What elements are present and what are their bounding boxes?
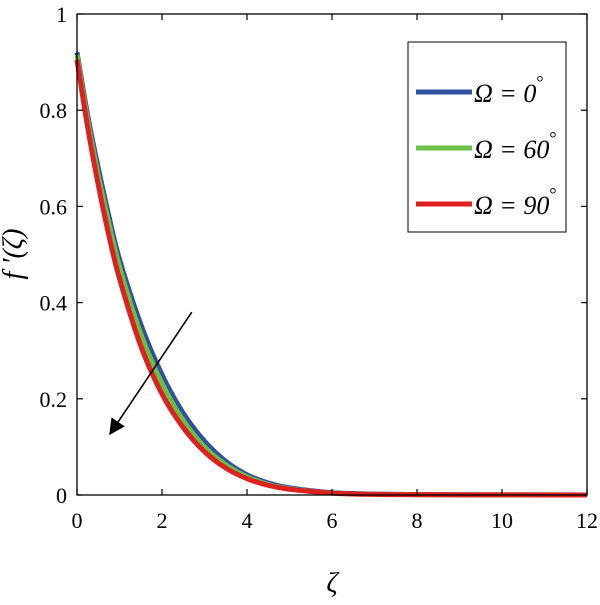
legend: Ω = 0° Ω = 60° Ω = 90° [407, 41, 567, 233]
x-tick-label: 10 [491, 508, 513, 533]
legend-label-2: Ω = 90° [474, 184, 557, 220]
y-tick-label: 0 [56, 483, 67, 508]
y-tick-label: 0.6 [40, 194, 68, 219]
x-axis-label: ζ [326, 568, 339, 599]
x-tick-label: 0 [72, 508, 83, 533]
x-tick-label: 8 [412, 508, 423, 533]
legend-items: Ω = 0° Ω = 60° Ω = 90° [416, 72, 557, 220]
x-tick-label: 6 [327, 508, 338, 533]
x-tick-label: 4 [242, 508, 253, 533]
y-tick-label: 1 [56, 2, 67, 27]
legend-label-0: Ω = 0° [474, 72, 544, 108]
ticks-layer: 0 2 4 6 8 10 12 0 0.2 0.4 0.6 0.8 1 [40, 2, 599, 533]
y-tick-label: 0.2 [40, 387, 68, 412]
y-tick-label: 0.4 [40, 291, 68, 316]
legend-label-1: Ω = 60° [474, 128, 557, 164]
legend-box [407, 41, 567, 233]
y-axis-label: f ′(ζ) [0, 229, 29, 280]
x-tick-label: 2 [157, 508, 168, 533]
trend-arrow [109, 311, 193, 436]
y-tick-label: 0.8 [40, 98, 68, 123]
x-tick-label: 12 [576, 508, 598, 533]
